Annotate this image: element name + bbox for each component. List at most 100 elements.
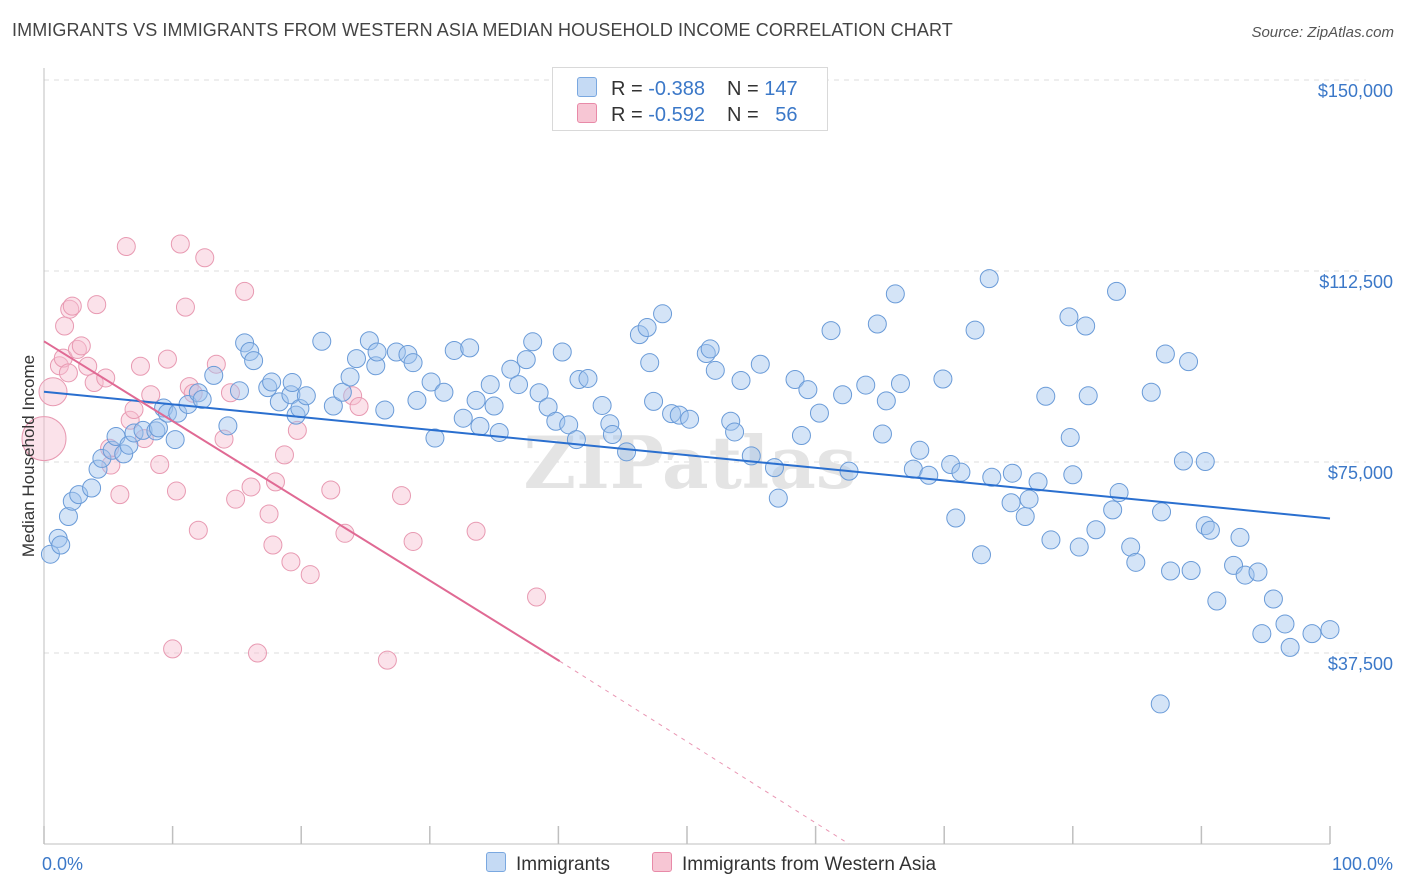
immigrants-point xyxy=(323,396,343,416)
western-asia-trend-line xyxy=(43,340,561,662)
immigrants-point xyxy=(785,369,805,389)
immigrants-point xyxy=(359,331,379,351)
immigrants-point xyxy=(602,424,622,444)
legend-item-immigrants[interactable]: Immigrants xyxy=(486,852,610,876)
immigrants-point xyxy=(1150,694,1170,714)
immigrants-point xyxy=(367,342,387,362)
y-axis-label: Median Household Income xyxy=(19,355,38,557)
immigrants-point xyxy=(1019,489,1039,509)
immigrants-point xyxy=(872,424,892,444)
western-asia-point xyxy=(60,299,80,319)
western-asia-legend-label: Immigrants from Western Asia xyxy=(682,854,937,875)
watermark: ZIPatlas xyxy=(524,420,857,505)
immigrants-point xyxy=(192,389,212,409)
western-asia-point xyxy=(170,234,190,254)
immigrants-point xyxy=(1155,344,1175,364)
immigrants-point xyxy=(705,360,725,380)
legend-n-value: 56 xyxy=(775,104,798,126)
immigrants-point xyxy=(1302,624,1322,644)
immigrants-point xyxy=(1076,316,1096,336)
immigrants-point xyxy=(1263,589,1283,609)
legend-n-label: N = xyxy=(726,104,765,126)
y-tick-label: $37,500 xyxy=(1328,654,1393,674)
western-asia-point xyxy=(527,587,547,607)
immigrants-point xyxy=(1179,352,1199,372)
immigrants-point xyxy=(971,545,991,565)
immigrants-point xyxy=(204,365,224,385)
western-asia-point xyxy=(265,472,285,492)
immigrants-point xyxy=(768,488,788,508)
immigrants-point xyxy=(721,411,741,431)
western-asia-point xyxy=(157,349,177,369)
immigrants-point xyxy=(1086,520,1106,540)
western-asia-point xyxy=(100,438,120,458)
immigrants-point xyxy=(559,415,579,435)
immigrants-point xyxy=(982,467,1002,487)
immigrants-point xyxy=(919,465,939,485)
immigrants-point xyxy=(1230,527,1250,547)
western-asia-point xyxy=(466,521,486,541)
immigrants-point xyxy=(244,351,264,371)
immigrants-point xyxy=(269,392,289,412)
immigrants-point xyxy=(856,375,876,395)
western-asia-point xyxy=(67,339,87,359)
western-asia-point xyxy=(287,420,307,440)
immigrants-point xyxy=(1275,614,1295,634)
immigrants-point xyxy=(1181,560,1201,580)
immigrants-point xyxy=(375,400,395,420)
immigrants-point xyxy=(644,391,664,411)
western-asia-points xyxy=(21,234,547,670)
western-asia-point xyxy=(120,410,140,430)
immigrants-point xyxy=(282,373,302,393)
immigrants-point xyxy=(725,422,745,442)
legend-n-label: N = xyxy=(726,78,765,100)
legend-row-immigrants: R = -0.388 N = 147 xyxy=(577,77,798,103)
western-asia-point xyxy=(377,650,397,670)
immigrants-point xyxy=(1107,281,1127,301)
immigrants-point xyxy=(592,395,612,415)
legend-r-label: R = xyxy=(611,104,649,126)
immigrants-point xyxy=(680,409,700,429)
immigrants-point xyxy=(979,269,999,289)
trend-lines xyxy=(43,340,1331,845)
western-asia-point xyxy=(259,504,279,524)
western-asia-point xyxy=(321,480,341,500)
immigrants-point xyxy=(1200,520,1220,540)
immigrants-point xyxy=(1041,530,1061,550)
x-tick-label: 100.0% xyxy=(1332,854,1393,874)
western-asia-point xyxy=(349,396,369,416)
immigrants-point xyxy=(509,375,529,395)
legend-item-western-asia[interactable]: Immigrants from Western Asia xyxy=(652,852,936,876)
immigrants-point xyxy=(296,386,316,406)
immigrants-point xyxy=(146,421,166,441)
western-asia-point xyxy=(71,336,91,356)
western-asia-point xyxy=(403,531,423,551)
immigrants-point xyxy=(1141,382,1161,402)
immigrants-point xyxy=(1121,537,1141,557)
immigrants-point xyxy=(1078,386,1098,406)
y-tick-labels: $37,500 $75,000 $112,500 $150,000 xyxy=(1318,81,1393,674)
immigrants-point xyxy=(425,428,445,448)
immigrants-point xyxy=(1036,386,1056,406)
western-asia-point xyxy=(62,296,82,316)
immigrants-point xyxy=(165,430,185,450)
immigrants-point xyxy=(578,368,598,388)
immigrants-point xyxy=(640,353,660,373)
immigrants-point xyxy=(1161,561,1181,581)
legend-n-value: 147 xyxy=(764,78,798,100)
western-asia-point xyxy=(163,639,183,659)
western-asia-point xyxy=(274,445,294,465)
immigrants-point xyxy=(1103,500,1123,520)
immigrants-point xyxy=(1063,465,1083,485)
immigrants-point xyxy=(1059,307,1079,327)
x-tick-labels: 0.0% 100.0% xyxy=(42,854,1393,874)
immigrants-point xyxy=(546,411,566,431)
series-legend: Immigrants Immigrants from Western Asia xyxy=(0,852,1406,878)
immigrants-point xyxy=(552,342,572,362)
immigrants-trend-line xyxy=(43,390,1331,520)
western-asia-point xyxy=(300,565,320,585)
immigrants-point xyxy=(1002,463,1022,483)
immigrants-point xyxy=(340,367,360,387)
immigrants-point xyxy=(809,403,829,423)
